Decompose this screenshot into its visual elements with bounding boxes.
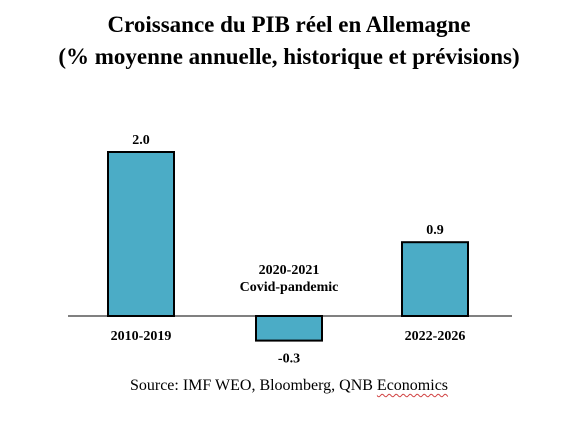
category-label-3: 2022-2026	[405, 329, 466, 344]
value-label-3: 0.9	[426, 223, 444, 238]
source-highlight: Economics	[376, 377, 449, 394]
bar-3	[401, 241, 469, 317]
bar-1	[107, 151, 175, 317]
chart-title-line-2: (% moyenne annuelle, historique et prévi…	[58, 44, 520, 69]
value-label-1: 2.0	[132, 133, 150, 148]
bar-2	[255, 315, 323, 342]
chart-title-line-1: Croissance du PIB réel en Allemagne	[107, 12, 471, 37]
value-label-2: -0.3	[278, 352, 300, 367]
category-label-2-line-2: Covid-pandemic	[240, 280, 339, 295]
source-text: Source: IMF WEO, Bloomberg, QNB	[129, 377, 377, 394]
source-note: Source: IMF WEO, Bloomberg, QNB Economic…	[0, 377, 578, 395]
category-label-2-line-1: 2020-2021	[259, 263, 320, 278]
category-label-1: 2010-2019	[111, 329, 172, 344]
